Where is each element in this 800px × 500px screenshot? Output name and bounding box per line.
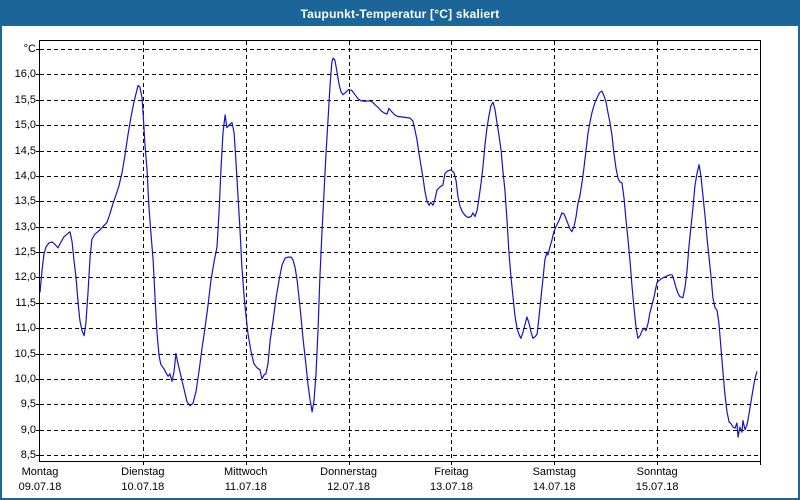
y-tick-label: 14,5 <box>14 144 36 157</box>
dewpoint-line <box>40 57 758 438</box>
y-axis-tick <box>36 100 39 101</box>
y-tick-label: 14,0 <box>14 169 36 182</box>
x-day-label: Freitag <box>434 466 469 478</box>
x-day-label: Donnerstag <box>320 466 377 478</box>
y-tick-label: 13,0 <box>14 220 36 233</box>
x-day-label: Montag <box>21 466 59 478</box>
x-date-label: 11.07.18 <box>224 481 267 493</box>
y-axis-tick <box>36 151 39 152</box>
x-date-label: 09.07.18 <box>18 481 62 493</box>
x-axis-tick <box>143 461 144 465</box>
y-axis-tick <box>36 277 39 278</box>
x-axis-tick <box>451 461 452 465</box>
y-tick-label: 15,5 <box>14 93 36 106</box>
y-tick-label: 10,5 <box>14 347 36 360</box>
plot-canvas <box>40 41 760 461</box>
y-tick-label: 15,0 <box>14 119 36 132</box>
x-date-label: 14.07.18 <box>532 481 576 493</box>
y-axis-tick <box>36 354 39 355</box>
y-axis-tick <box>36 379 39 380</box>
x-date-label: 13.07.18 <box>430 481 473 493</box>
y-axis-tick <box>36 227 39 228</box>
y-tick-label: 13,5 <box>14 195 36 208</box>
y-axis-tick <box>36 176 39 177</box>
x-date-label: 15.07.18 <box>635 481 679 493</box>
y-axis-tick <box>36 430 39 431</box>
y-axis-tick <box>36 328 39 329</box>
x-axis-tick <box>760 461 761 465</box>
y-axis-tick <box>36 455 39 456</box>
y-tick-label: 11,5 <box>15 296 36 309</box>
y-axis-tick <box>36 252 39 253</box>
y-axis-tick <box>36 125 39 126</box>
x-day-label: Samstag <box>532 466 576 478</box>
x-axis-tick <box>554 461 555 465</box>
y-tick-label: 16,0 <box>14 68 36 81</box>
x-day-label: Dienstag <box>121 466 165 478</box>
x-axis-tick <box>657 461 658 465</box>
title-bar: Taupunkt-Temperatur [°C] skaliert <box>2 2 798 26</box>
y-axis-tick <box>36 49 39 50</box>
y-tick-label: 12,0 <box>14 271 36 284</box>
x-date-label: 12.07.18 <box>327 481 370 493</box>
y-tick-label: 12,5 <box>14 246 36 258</box>
y-tick-label: 9,5 <box>20 398 36 411</box>
x-date-label: 10.07.18 <box>121 481 165 493</box>
y-axis-unit-label: °C <box>23 43 36 55</box>
x-day-label: Mittwoch <box>224 466 268 478</box>
x-axis-tick <box>246 461 247 465</box>
plot-area <box>39 40 761 462</box>
y-tick-label: 10,0 <box>14 372 36 385</box>
chart-title: Taupunkt-Temperatur [°C] skaliert <box>300 7 500 21</box>
x-day-label: Sonntag <box>636 466 678 478</box>
y-axis-tick <box>36 74 39 75</box>
y-axis-tick <box>36 303 39 304</box>
y-tick-label: 9,0 <box>20 423 36 436</box>
y-tick-label: 8,5 <box>20 449 36 461</box>
y-tick-label: 11,0 <box>15 322 36 335</box>
y-axis-tick <box>36 201 39 202</box>
y-axis-tick <box>36 404 39 405</box>
x-axis-tick <box>349 461 350 465</box>
